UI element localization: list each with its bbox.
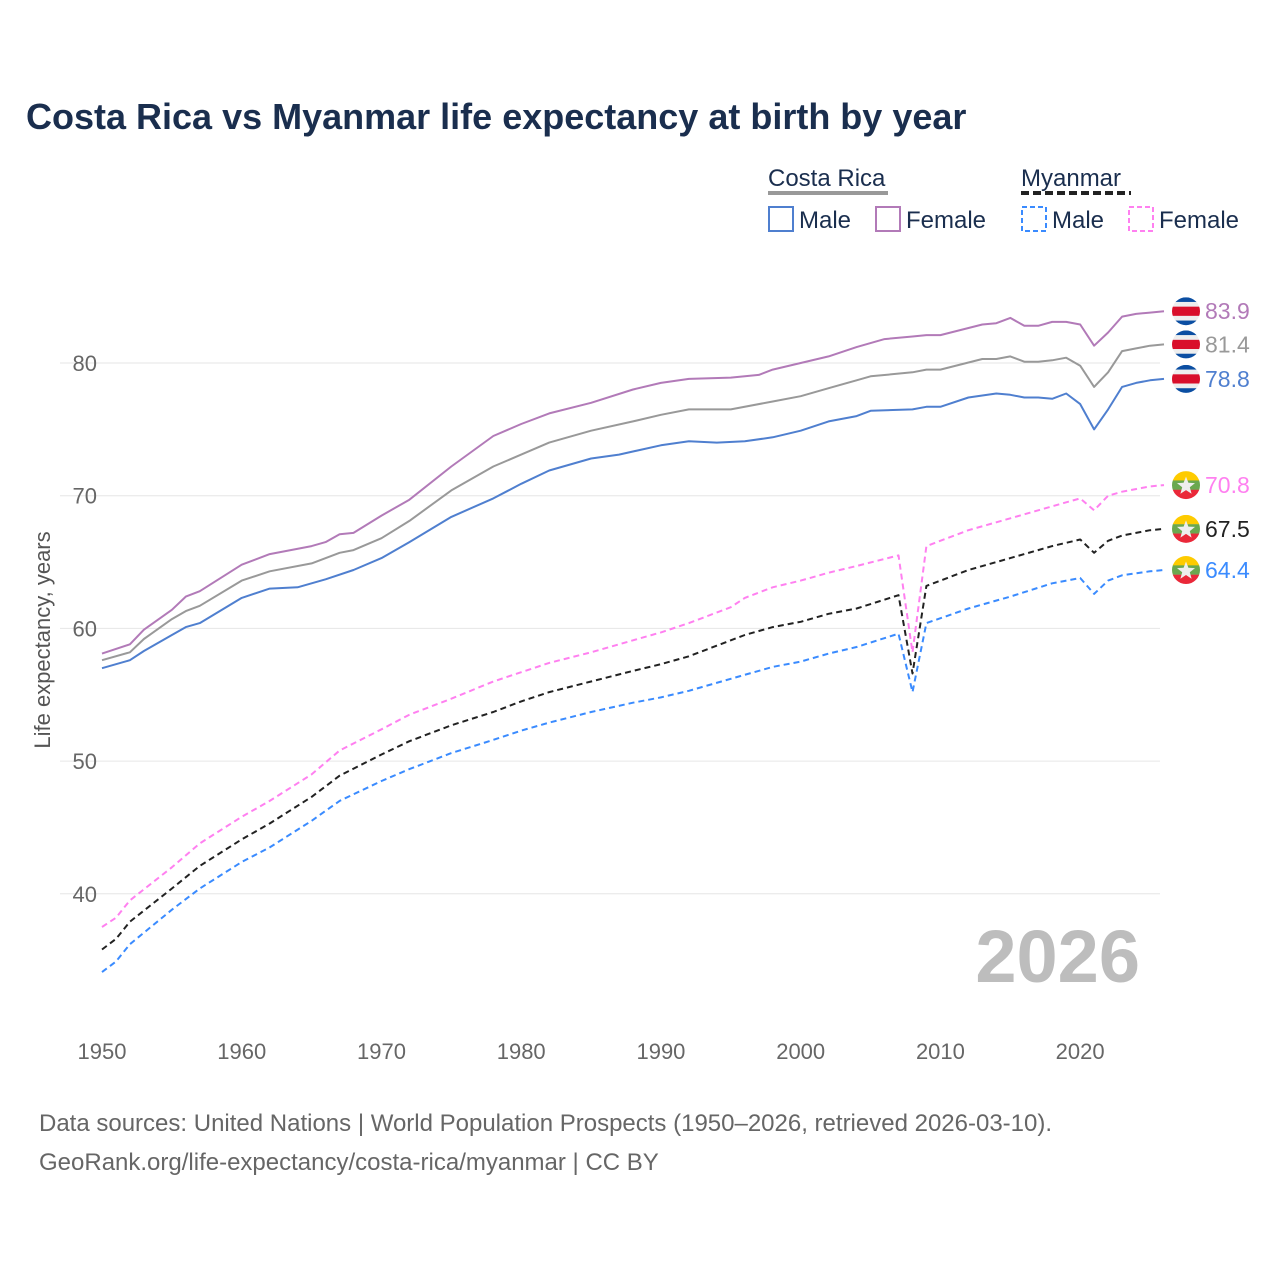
series-line-myanmar-male [101,569,1165,973]
y-tick-label: 60 [73,616,97,641]
legend-cr-male-label[interactable]: Male [799,207,851,234]
costa-rica-flag-icon [1172,330,1200,359]
y-axis-label: Life expectancy, years [30,531,55,748]
series-line-costa-rica-male [101,377,1165,670]
legend-group-myanmar: Myanmar [1021,165,1121,192]
end-label: 64.4 [1205,557,1250,583]
costa-rica-flag-icon [1172,297,1200,326]
myanmar-flag-icon [1172,514,1200,543]
footer-url[interactable]: GeoRank.org/life-expectancy/costa-rica/m… [39,1149,659,1176]
y-tick-label: 50 [73,749,97,774]
costa-rica-flag-icon [1172,364,1200,393]
year-watermark: 2026 [975,915,1140,998]
x-tick-label: 2020 [1056,1039,1105,1064]
grid [60,362,1160,895]
x-tick-label: 2010 [916,1039,965,1064]
y-tick-label: 80 [73,351,97,376]
series-lines [101,310,1165,973]
y-axis-ticks: 40 50 60 70 80 [73,351,97,907]
legend-group-costa-rica: Costa Rica [768,165,886,192]
series-line-costa-rica-female [101,310,1165,655]
myanmar-flag-icon [1172,556,1200,585]
chart-title: Costa Rica vs Myanmar life expectancy at… [26,96,966,137]
myanmar-flag-icon [1172,471,1200,500]
x-tick-label: 1970 [357,1039,406,1064]
x-tick-label: 2000 [776,1039,825,1064]
legend-cr-male-swatch[interactable] [768,206,794,232]
series-line-myanmar-female [101,484,1165,928]
legend-mm-male-swatch[interactable] [1021,206,1047,232]
x-axis-ticks: 1950 1960 1970 1980 1990 2000 2010 2020 [78,1039,1105,1064]
y-tick-label: 40 [73,882,97,907]
legend-cr-female-swatch[interactable] [875,206,901,232]
series-line-myanmar-total [101,527,1165,951]
end-label: 78.8 [1205,366,1250,392]
end-labels: 83.9 81.4 78.8 70.8 67.5 64.4 [1172,297,1250,585]
x-tick-label: 1990 [636,1039,685,1064]
end-label: 83.9 [1205,298,1250,324]
series-line-costa-rica-total [101,343,1165,662]
legend-cr-female-label[interactable]: Female [906,207,986,234]
footer-source: Data sources: United Nations | World Pop… [39,1110,1052,1137]
legend-mm-male-label[interactable]: Male [1052,207,1104,234]
legend-mm-female-swatch[interactable] [1128,206,1154,232]
x-tick-label: 1960 [217,1039,266,1064]
end-label: 67.5 [1205,516,1250,542]
end-label: 70.8 [1205,472,1250,498]
end-label: 81.4 [1205,331,1250,357]
y-tick-label: 70 [73,484,97,509]
legend-mm-female-label[interactable]: Female [1159,207,1239,234]
x-tick-label: 1950 [78,1039,127,1064]
legend: Costa Rica Male Female Myanmar Male Fema… [768,165,1239,234]
x-tick-label: 1980 [497,1039,546,1064]
